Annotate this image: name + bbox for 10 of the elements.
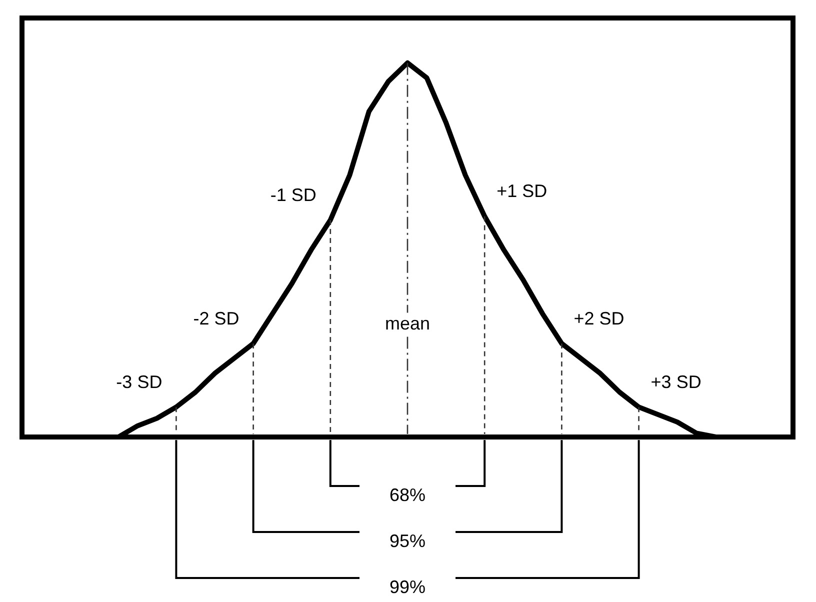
annotation: -1 SD (270, 184, 316, 205)
text: 95% (389, 530, 426, 551)
annotation: +3 SD (650, 372, 702, 392)
text: 99% (389, 576, 426, 597)
text: 68% (389, 484, 426, 505)
annotation: +1 SD (496, 181, 548, 202)
annotation: -2 SD (193, 308, 240, 328)
annotation: +2 SD (574, 308, 624, 328)
annotation: mean (384, 314, 430, 334)
annotation: -3 SD (116, 372, 162, 392)
